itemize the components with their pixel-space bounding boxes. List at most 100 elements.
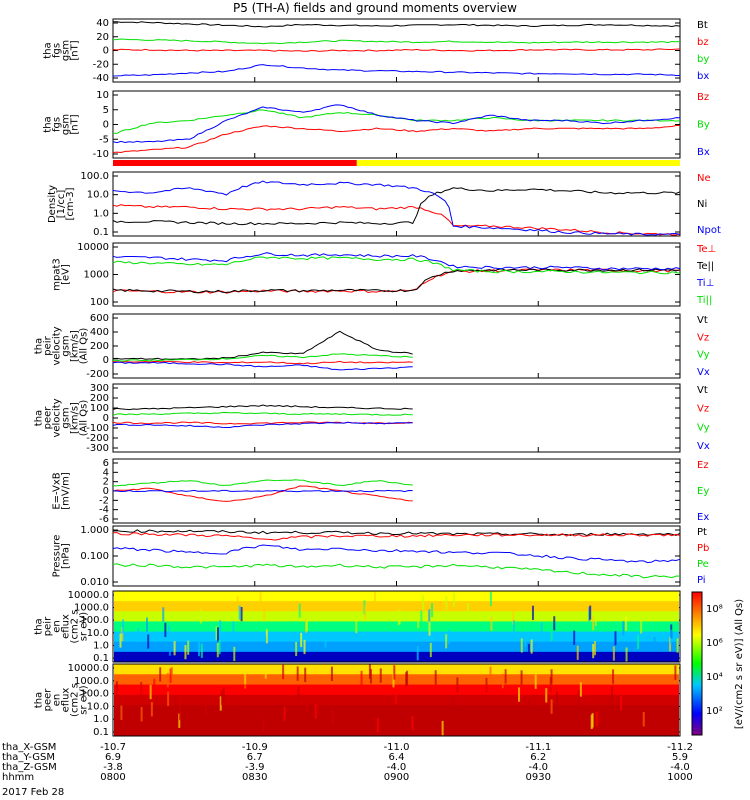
panel-frame xyxy=(112,383,681,453)
legend-Vy: Vy xyxy=(697,350,710,361)
series-line-Ez xyxy=(112,485,413,502)
spectrogram-cell xyxy=(411,715,414,731)
spectrogram-cell xyxy=(115,681,118,696)
chart-title: P5 (TH-A) fields and ground moments over… xyxy=(233,1,517,15)
y-tick-label: 1.0 xyxy=(93,640,109,651)
spectrogram-cell xyxy=(355,618,358,634)
footer-value: 0900 xyxy=(384,772,409,783)
spectrogram-cell xyxy=(168,625,171,640)
spectrogram-cell xyxy=(452,695,455,711)
legend-Bt: Bt xyxy=(697,20,708,31)
y-axis-label: [nT] xyxy=(70,40,81,60)
y-axis-label: gsm xyxy=(61,335,72,356)
spectrogram-cell xyxy=(612,669,615,684)
legend-Pb: Pb xyxy=(697,543,709,554)
spectrogram-cell xyxy=(398,609,401,624)
spectrogram-cell xyxy=(217,627,220,642)
spectrogram-cell xyxy=(594,641,597,656)
y-tick-label: -4 xyxy=(99,505,109,516)
series-line-Ne xyxy=(112,204,681,236)
series-line-Vx xyxy=(112,421,413,428)
y-tick-label: 400 xyxy=(90,327,109,338)
spectrogram-cell xyxy=(452,714,455,729)
spectrogram-cell xyxy=(170,667,173,682)
y-tick-label: 0 xyxy=(103,120,109,131)
panel-frame xyxy=(112,171,681,237)
colorbar-tick: 10⁶ xyxy=(706,638,723,649)
spectrogram-cell xyxy=(369,669,372,684)
y-tick-label: 0.1 xyxy=(93,653,109,664)
series-line-Ex xyxy=(112,489,413,493)
spectrogram-cell xyxy=(592,643,595,659)
y-tick-label: 0 xyxy=(103,486,109,497)
spectrogram-cell xyxy=(501,673,504,689)
y-tick-label: 200 xyxy=(90,341,109,352)
legend-Te⊥: Te⊥ xyxy=(696,244,716,255)
colorbar-tick: 10² xyxy=(706,706,723,717)
y-tick-label: 0.1 xyxy=(93,727,109,738)
y-tick-label: 0 xyxy=(103,413,109,424)
spectrogram-band xyxy=(114,725,679,737)
spectrogram-cell xyxy=(330,666,333,682)
legend-Pe: Pe xyxy=(697,559,709,570)
footer-value: -3.9 xyxy=(245,762,265,773)
series-line-Vy xyxy=(112,353,413,362)
y-tick-label: 100.0 xyxy=(80,689,109,700)
spectrogram-cell xyxy=(219,696,222,711)
y-tick-label: 0 xyxy=(103,355,109,366)
spectrogram-cell xyxy=(420,610,423,625)
spectrogram-cell xyxy=(467,602,470,618)
spectrogram-cell xyxy=(118,703,121,718)
spectrogram-cell xyxy=(434,670,437,685)
spectrogram-cell xyxy=(608,700,611,715)
spectrogram-cell xyxy=(364,604,367,620)
legend-By: By xyxy=(697,120,710,131)
y-tick-label: 300 xyxy=(90,383,109,394)
series-line-Ti|| xyxy=(112,256,681,275)
series-line-Pt xyxy=(112,529,681,537)
spectrogram-cell xyxy=(524,632,527,647)
spectrogram-cell xyxy=(619,695,622,711)
series-line-Ni xyxy=(112,187,681,226)
spectrogram-cell xyxy=(238,605,241,620)
spectrogram-cell xyxy=(167,691,170,707)
spectrogram-cell xyxy=(625,647,628,662)
footer-value: 0800 xyxy=(100,772,125,783)
spectrogram-cell xyxy=(550,626,553,642)
spectrogram-cell xyxy=(573,630,576,645)
footer-value: 6.9 xyxy=(105,752,121,763)
y-tick-label: -100 xyxy=(86,423,109,434)
spectrogram-cell xyxy=(637,635,640,650)
y-axis-label: tha xyxy=(34,338,45,354)
spectrogram-cell xyxy=(393,665,396,680)
y-tick-label: 20 xyxy=(96,32,109,43)
spectrogram-cell xyxy=(612,646,615,661)
spectrogram-cell xyxy=(553,616,556,631)
spectrogram-cell xyxy=(295,641,298,657)
colorbar xyxy=(691,591,703,736)
legend-Bz: Bz xyxy=(697,92,709,103)
series-line-Vx xyxy=(112,361,413,371)
spectrogram-cell xyxy=(263,606,266,621)
spectrogram-cell xyxy=(297,686,300,701)
spectrogram-cell xyxy=(589,605,592,620)
spectrogram-cell xyxy=(331,710,334,725)
legend-Vz: Vz xyxy=(697,404,709,415)
spectrogram-cell xyxy=(305,617,308,632)
spectrogram-cell xyxy=(421,595,424,610)
y-tick-label: -20 xyxy=(93,59,109,70)
series-line-Pi xyxy=(112,544,681,564)
panel-fgs xyxy=(112,18,681,83)
spectrogram-cell xyxy=(528,699,531,715)
series-line-bx xyxy=(112,64,680,77)
legend-Vx: Vx xyxy=(697,367,710,378)
spectrogram-cell xyxy=(240,606,243,622)
spectrogram-cell xyxy=(282,664,285,680)
y-axis-label: sr eV) xyxy=(79,612,90,641)
y-tick-label: -6 xyxy=(99,514,109,525)
series-line-Pb xyxy=(112,532,681,541)
spectrogram-cell xyxy=(363,706,366,721)
y-axis-label: Pressure xyxy=(52,535,63,578)
y-tick-label: 0 xyxy=(103,46,109,57)
